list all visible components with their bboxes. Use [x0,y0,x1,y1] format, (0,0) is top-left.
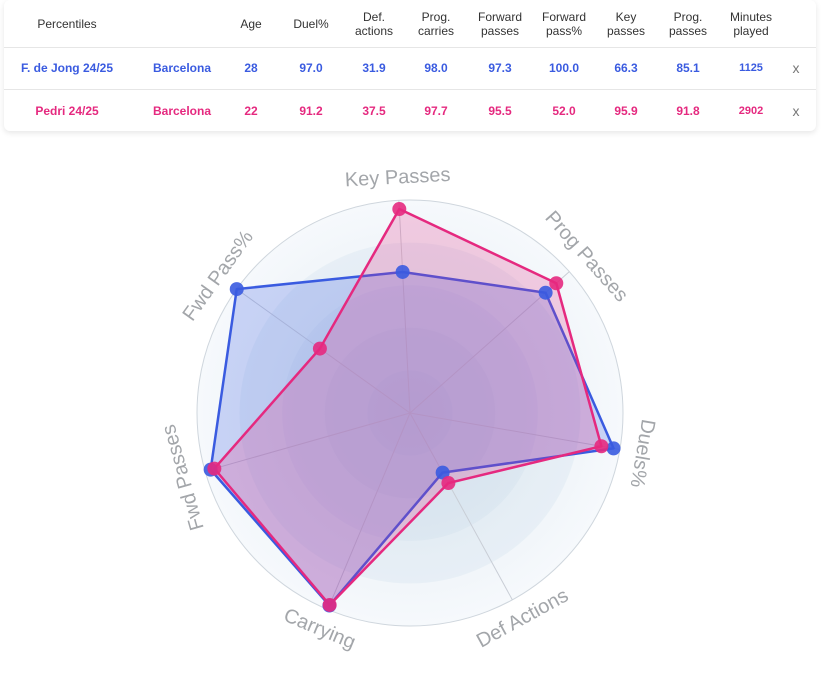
radar-spoke [398,200,411,414]
header-forward-pass-pct: Forward pass% [541,9,586,38]
data-point[interactable] [435,465,450,480]
data-point[interactable] [392,202,407,217]
axis-label: Key Passes [344,164,451,191]
prog-carries-value: 97.7 [424,104,448,118]
table-row: Pedri 24/25 Barcelona 22 91.2 37.5 97.7 … [4,90,816,132]
forward-pass-pct-value: 52.0 [552,104,576,118]
table-header: Percentiles Age Duel% Def. actions Prog.… [4,0,816,48]
forward-passes-value: 95.5 [488,104,512,118]
data-point[interactable] [312,341,327,356]
player-name: Pedri 24/25 [35,104,99,118]
prog-passes-value: 85.1 [676,61,700,75]
header-duel: Duel% [293,16,329,31]
forward-pass-pct-value: 100.0 [548,61,580,75]
data-point[interactable] [395,264,410,279]
minutes-value: 1125 [739,62,763,74]
radar-spoke [204,412,411,472]
remove-row-button[interactable]: x [792,60,800,76]
header-age: Age [240,16,262,31]
header-prog-carries: Prog. carries [417,9,454,38]
series-area-fdj [209,270,615,607]
axis-label: Duels% [625,418,659,490]
data-point[interactable] [538,285,553,300]
data-point[interactable] [594,439,609,454]
header-key-passes: Key passes [606,9,646,38]
team-name: Barcelona [152,61,212,75]
header-def-actions: Def. actions [354,9,394,38]
header-percentiles: Percentiles [37,16,97,31]
age-value: 28 [244,61,258,75]
team-name: Barcelona [152,104,212,118]
header-team [132,0,232,47]
forward-passes-value: 97.3 [488,61,512,75]
radar-chart: Key Passes Prog Passes Duels% Def Actions Ca… [0,135,825,676]
comparison-table: Percentiles Age Duel% Def. actions Prog.… [4,0,816,131]
key-passes-value: 66.3 [614,61,638,75]
header-prog-passes: Prog. passes [668,9,708,38]
age-value: 22 [244,104,258,118]
def-actions-value: 37.5 [362,104,386,118]
radar-spoke [409,412,620,450]
header-forward-passes: Forward passes [477,9,522,38]
header-minutes-played: Minutes played [729,9,773,38]
data-point[interactable] [441,476,456,491]
prog-passes-value: 91.8 [676,104,700,118]
data-point[interactable] [229,282,244,297]
def-actions-value: 31.9 [362,61,386,75]
data-point[interactable] [322,597,337,612]
remove-row-button[interactable]: x [792,103,800,119]
radar-spoke [409,412,513,601]
minutes-value: 2902 [738,105,764,117]
table-row: F. de Jong 24/25 Barcelona 28 97.0 31.9 … [4,47,816,90]
key-passes-value: 95.9 [614,104,638,118]
player-name: F. de Jong 24/25 [20,61,114,75]
data-point[interactable] [549,276,564,291]
data-point[interactable] [207,461,222,476]
prog-carries-value: 98.0 [424,61,448,75]
duel-value: 91.2 [299,104,323,118]
data-point[interactable] [606,441,621,456]
radar-spoke [327,412,411,610]
series-area-pedri [213,207,603,607]
duel-value: 97.0 [299,61,323,75]
